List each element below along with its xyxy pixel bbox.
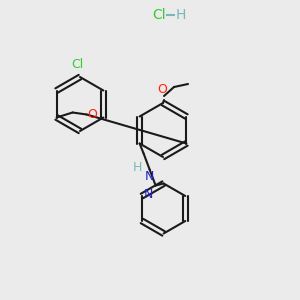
Text: Cl: Cl — [71, 58, 83, 71]
Text: O: O — [157, 83, 167, 96]
Text: Cl: Cl — [152, 8, 166, 22]
Text: N: N — [145, 170, 154, 184]
Text: N: N — [144, 188, 153, 202]
Text: O: O — [88, 108, 98, 121]
Text: H: H — [133, 161, 142, 174]
Text: H: H — [176, 8, 186, 22]
